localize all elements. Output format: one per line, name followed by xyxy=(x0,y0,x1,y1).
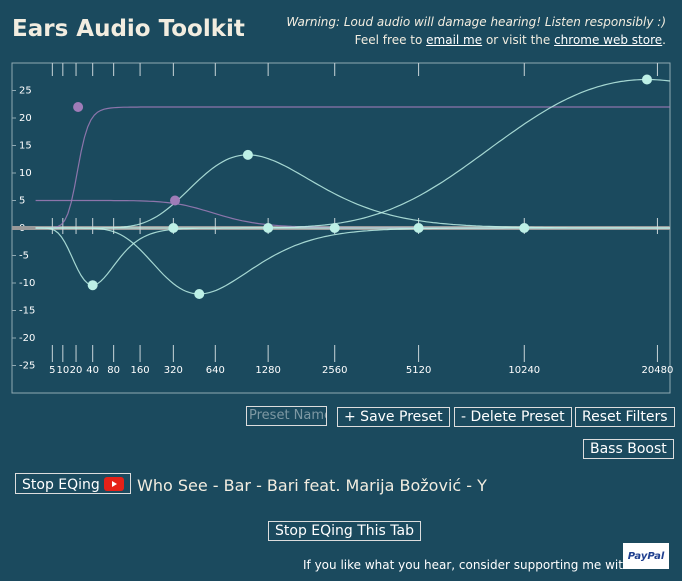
y-tick-label: 5 xyxy=(19,196,25,207)
x-tick-label: 80 xyxy=(107,365,120,376)
y-tick-label: -20 xyxy=(19,333,35,344)
stop-eq-label: Stop EQing xyxy=(22,477,100,493)
filter-curve xyxy=(35,227,670,295)
x-tick-label: 2560 xyxy=(322,365,347,376)
bass-boost-button[interactable]: Bass Boost xyxy=(583,439,674,459)
save-preset-button[interactable]: + Save Preset xyxy=(337,407,450,427)
x-tick-label: 320 xyxy=(164,365,183,376)
paypal-button[interactable]: PayPal xyxy=(623,543,669,569)
invite-text: . xyxy=(662,33,666,47)
stop-eq-button[interactable]: Stop EQing xyxy=(15,473,132,494)
x-tick-label: 640 xyxy=(206,365,225,376)
x-tick-label: 10 xyxy=(56,365,69,376)
x-tick-label: 20480 xyxy=(642,365,674,376)
filter-handle xyxy=(194,289,205,299)
x-tick-label: 20 xyxy=(70,365,83,376)
filter-curve xyxy=(35,106,670,229)
app-title: Ears Audio Toolkit xyxy=(12,16,245,42)
x-tick-label: 5120 xyxy=(406,365,431,376)
filter-handle xyxy=(242,149,253,160)
filter-handle xyxy=(73,102,84,112)
invite-text: Feel free to xyxy=(354,33,427,47)
warning: Warning: Loud audio will damage hearing!… xyxy=(286,13,666,49)
x-tick-label: 160 xyxy=(131,365,150,376)
stop-tab-button[interactable]: Stop EQing This Tab xyxy=(268,521,422,541)
filter-handle xyxy=(413,223,424,233)
x-tick-label: 40 xyxy=(86,365,99,376)
y-tick-label: 15 xyxy=(19,141,32,152)
y-tick-label: -10 xyxy=(19,278,35,289)
y-tick-label: 20 xyxy=(19,113,32,124)
x-tick-label: 5 xyxy=(49,365,55,376)
filter-curve xyxy=(35,78,671,229)
support-text: If you like what you hear, consider supp… xyxy=(303,558,631,572)
warning-text: Warning: Loud audio will damage hearing!… xyxy=(286,15,666,29)
filter-handle xyxy=(519,223,530,233)
y-tick-label: 10 xyxy=(19,168,32,179)
filter-handle xyxy=(329,223,340,233)
filter-handle xyxy=(170,195,181,206)
y-tick-label: -25 xyxy=(19,361,35,372)
store-link[interactable]: chrome web store xyxy=(554,33,663,47)
x-tick-label: 10240 xyxy=(508,365,540,376)
track-title: Who See - Bar - Bari feat. Marija Božovi… xyxy=(137,476,487,495)
filter-curve xyxy=(35,199,670,229)
filter-curve xyxy=(35,154,670,229)
y-tick-label: -15 xyxy=(19,306,35,317)
filter-handle xyxy=(168,223,179,233)
filter-handle xyxy=(641,74,652,85)
reset-filters-button[interactable]: Reset Filters xyxy=(575,407,675,427)
delete-preset-button[interactable]: - Delete Preset xyxy=(454,407,572,427)
filter-curve xyxy=(35,227,670,286)
filter-handle xyxy=(263,223,274,233)
youtube-icon xyxy=(104,477,125,491)
email-link[interactable]: email me xyxy=(426,33,483,47)
y-tick-label: 25 xyxy=(19,86,32,97)
filter-handle xyxy=(87,280,98,291)
x-tick-label: 1280 xyxy=(255,365,280,376)
y-tick-label: -5 xyxy=(19,251,29,262)
invite-text: or visit the xyxy=(482,33,555,47)
preset-name-input[interactable]: Preset Name xyxy=(246,406,327,426)
